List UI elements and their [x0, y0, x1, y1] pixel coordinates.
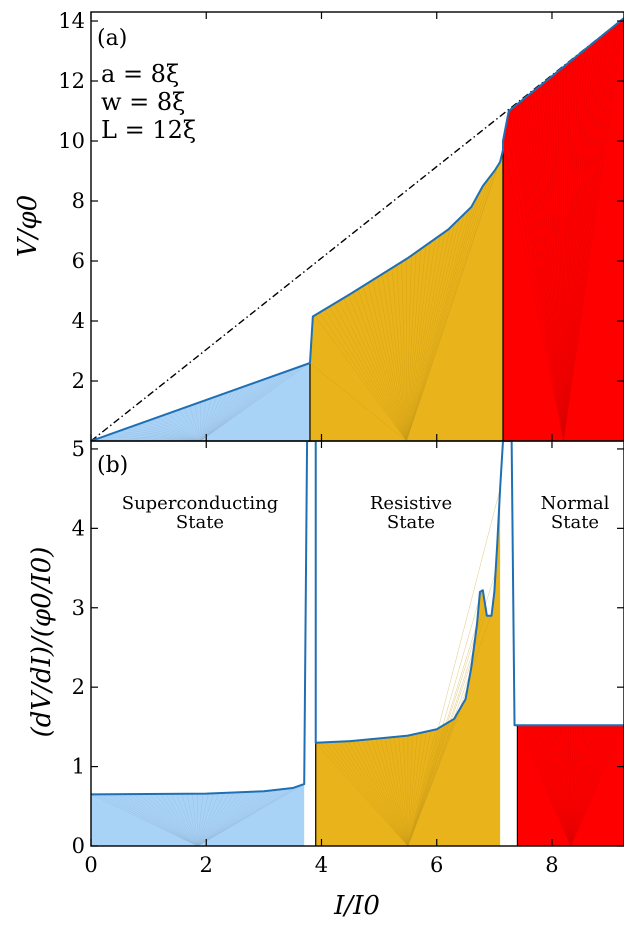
panel-b-tag: (b) — [97, 453, 128, 478]
state-label-superconducting-line1: Superconducting — [122, 493, 279, 514]
curve-b — [91, 441, 624, 796]
x-tick-label-2: 4 — [315, 853, 328, 877]
region-texture-b-2 — [517, 725, 624, 846]
y-tick-label-b-4: 4 — [72, 516, 85, 540]
region-texture-a-1 — [309, 149, 504, 441]
annotation-w: w = 8ξ — [101, 88, 185, 116]
y-tick-label-a-6: 14 — [58, 9, 85, 33]
state-label-resistive-line1: Resistive — [370, 493, 452, 514]
state-label-normal-line1: Normal — [541, 493, 610, 514]
panel-b-regions — [91, 488, 624, 846]
curve-a — [91, 17, 624, 441]
annotation-a: a = 8ξ — [101, 60, 179, 88]
state-label-resistive-line2: State — [387, 512, 435, 533]
panel-a-voltage-plot: 2 4 6 8 10 12 14 (a) a = 8ξ w = 8ξ L = 12ξ V/φ… — [13, 9, 624, 442]
state-label-superconducting-line2: State — [176, 512, 224, 533]
panel-b-resistance-plot: 0 1 2 3 4 5 0 2 4 6 8 (b) Superconducting State R… — [27, 437, 624, 921]
y-tick-label-a-5: 12 — [58, 69, 85, 93]
panel-b-curve — [91, 441, 624, 796]
panel-a-tag: (a) — [97, 26, 127, 51]
y-tick-label-b-3: 3 — [72, 596, 85, 620]
panel-a-y-axis-label: V/φ0 — [13, 195, 43, 257]
region-texture-a-2 — [502, 17, 624, 441]
y-tick-label-b-1: 1 — [72, 755, 85, 779]
region-texture-a-0 — [91, 362, 311, 441]
x-tick-label-3: 6 — [430, 853, 443, 877]
panel-b-fan-lines — [91, 488, 624, 846]
y-tick-label-b-0: 0 — [72, 834, 85, 858]
panel-a-y-ticks: 2 4 6 8 10 12 14 — [58, 9, 624, 393]
y-tick-label-b-2: 2 — [72, 675, 85, 699]
y-tick-label-b-5: 5 — [72, 437, 85, 461]
state-label-resistive: Resistive State — [370, 493, 452, 533]
x-tick-label-1: 2 — [200, 853, 213, 877]
region-texture-b-0 — [91, 783, 305, 846]
y-tick-label-a-2: 6 — [72, 249, 85, 273]
panel-b-x-ticks: 0 2 4 6 8 — [84, 441, 559, 877]
y-tick-label-a-0: 2 — [72, 369, 85, 393]
panel-b-y-axis-label: (dV/dI)/(φ0/I0) — [27, 547, 57, 738]
state-label-superconducting: Superconducting State — [122, 493, 279, 533]
state-label-normal: Normal State — [541, 493, 610, 533]
state-label-normal-line2: State — [551, 512, 599, 533]
x-tick-label-0: 0 — [84, 853, 97, 877]
x-tick-label-4: 8 — [545, 853, 558, 877]
annotation-l: L = 12ξ — [101, 116, 196, 144]
panel-a-curve — [91, 17, 624, 441]
region-texture-b-1 — [315, 488, 501, 846]
panel-a-fan-lines — [91, 17, 624, 441]
y-tick-label-a-3: 8 — [72, 189, 85, 213]
y-tick-label-a-1: 4 — [72, 309, 85, 333]
panel-b-frame — [90, 440, 624, 847]
region-fill-b-1 — [315, 488, 501, 846]
x-axis-label: I/I0 — [333, 891, 380, 921]
y-tick-label-a-4: 10 — [58, 129, 85, 153]
